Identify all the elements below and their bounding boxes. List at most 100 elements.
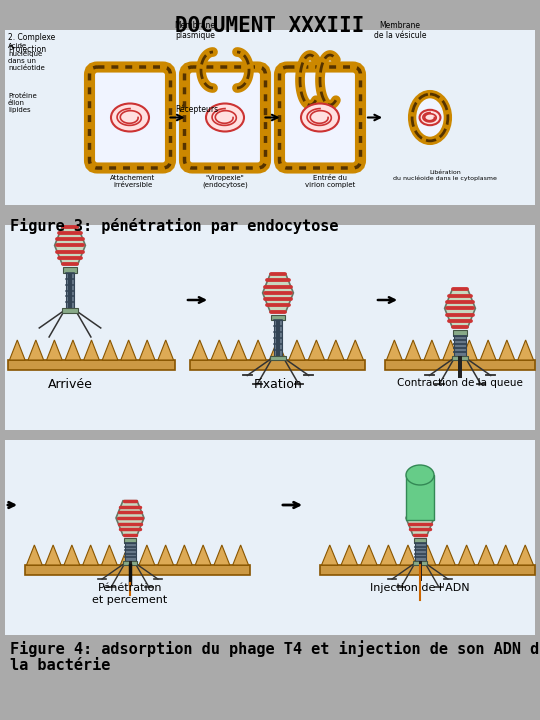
Polygon shape <box>406 500 434 536</box>
Bar <box>62 308 78 312</box>
Bar <box>123 561 137 565</box>
Text: Membrane
plasmique: Membrane plasmique <box>174 21 215 40</box>
Polygon shape <box>458 545 475 565</box>
Bar <box>65 273 75 308</box>
Ellipse shape <box>206 104 244 132</box>
Polygon shape <box>65 340 81 360</box>
Bar <box>454 330 467 336</box>
Polygon shape <box>517 545 534 565</box>
Bar <box>415 543 426 561</box>
Polygon shape <box>380 545 396 565</box>
Bar <box>190 360 365 370</box>
Polygon shape <box>262 274 293 312</box>
Polygon shape <box>419 545 436 565</box>
Polygon shape <box>55 226 85 264</box>
Bar <box>385 440 535 635</box>
Polygon shape <box>341 545 357 565</box>
Bar <box>458 356 462 377</box>
Bar <box>68 273 72 308</box>
Polygon shape <box>231 340 247 360</box>
Bar <box>5 440 385 635</box>
Polygon shape <box>28 340 44 360</box>
Text: 2. Complexe: 2. Complexe <box>8 33 55 42</box>
Polygon shape <box>250 340 266 360</box>
Bar <box>454 336 466 356</box>
Bar <box>5 225 535 430</box>
Bar <box>414 538 426 543</box>
Polygon shape <box>289 340 305 360</box>
Text: Figure 4: adsorption du phage T4 et injection de son ADN dans: Figure 4: adsorption du phage T4 et inje… <box>10 640 540 657</box>
Polygon shape <box>139 340 155 360</box>
Bar <box>272 315 285 320</box>
Ellipse shape <box>301 104 339 132</box>
FancyBboxPatch shape <box>280 67 361 168</box>
Polygon shape <box>116 500 144 536</box>
Bar <box>413 561 427 565</box>
Polygon shape <box>139 545 155 565</box>
Polygon shape <box>406 475 434 520</box>
Bar <box>271 356 286 360</box>
Bar <box>8 360 175 370</box>
Polygon shape <box>120 545 136 565</box>
Bar <box>385 360 535 370</box>
Polygon shape <box>424 340 440 360</box>
Polygon shape <box>233 545 248 565</box>
Polygon shape <box>387 340 402 360</box>
Polygon shape <box>478 545 494 565</box>
Polygon shape <box>158 545 173 565</box>
Polygon shape <box>192 340 208 360</box>
Text: "Viropexie"
(endocytose): "Viropexie" (endocytose) <box>202 175 248 189</box>
Text: Entrée du
virion complet: Entrée du virion complet <box>305 175 355 188</box>
Polygon shape <box>518 340 534 360</box>
Text: Membrane
de la vésicule: Membrane de la vésicule <box>374 21 426 40</box>
Polygon shape <box>308 340 325 360</box>
Bar <box>276 320 280 356</box>
Bar <box>418 561 422 581</box>
Bar <box>5 30 535 205</box>
FancyBboxPatch shape <box>185 67 266 168</box>
Text: Injection de l'ADN: Injection de l'ADN <box>370 583 470 593</box>
Polygon shape <box>499 340 515 360</box>
Text: Protéine
éllon
lipides: Protéine éllon lipides <box>8 93 37 113</box>
Polygon shape <box>83 545 98 565</box>
Polygon shape <box>400 545 416 565</box>
Polygon shape <box>444 289 475 328</box>
Polygon shape <box>443 340 458 360</box>
Polygon shape <box>347 340 363 360</box>
Polygon shape <box>158 340 173 360</box>
Text: Libération
du nucléoide dans le cytoplasme: Libération du nucléoide dans le cytoplas… <box>393 170 497 181</box>
Bar <box>320 565 535 575</box>
Text: Arrivée: Arrivée <box>48 378 92 391</box>
Polygon shape <box>177 545 192 565</box>
Polygon shape <box>462 340 477 360</box>
Polygon shape <box>102 340 118 360</box>
Polygon shape <box>195 545 211 565</box>
Text: Pénétration
et percement: Pénétration et percement <box>92 583 167 605</box>
Bar <box>25 565 250 575</box>
Polygon shape <box>321 545 338 565</box>
Polygon shape <box>269 340 286 360</box>
Text: Acide
nucléique
dans un
nucléotide: Acide nucléique dans un nucléotide <box>8 42 45 71</box>
Bar <box>274 320 282 356</box>
Text: Fixation: Fixation <box>254 378 302 391</box>
Polygon shape <box>84 340 99 360</box>
Text: Figure 3: pénétration par endocytose: Figure 3: pénétration par endocytose <box>10 218 339 234</box>
Polygon shape <box>361 545 377 565</box>
Ellipse shape <box>406 465 434 485</box>
Polygon shape <box>102 545 117 565</box>
Polygon shape <box>214 545 230 565</box>
Bar <box>124 538 136 543</box>
Polygon shape <box>45 545 61 565</box>
Polygon shape <box>10 340 25 360</box>
Polygon shape <box>121 340 137 360</box>
Polygon shape <box>497 545 514 565</box>
Polygon shape <box>439 545 455 565</box>
Bar <box>63 267 77 273</box>
Ellipse shape <box>412 94 448 141</box>
Polygon shape <box>480 340 496 360</box>
Text: Contraction de la queue: Contraction de la queue <box>397 378 523 388</box>
Ellipse shape <box>420 109 441 125</box>
Text: Récepteurs: Récepteurs <box>175 105 218 114</box>
Polygon shape <box>328 340 344 360</box>
Polygon shape <box>64 545 80 565</box>
